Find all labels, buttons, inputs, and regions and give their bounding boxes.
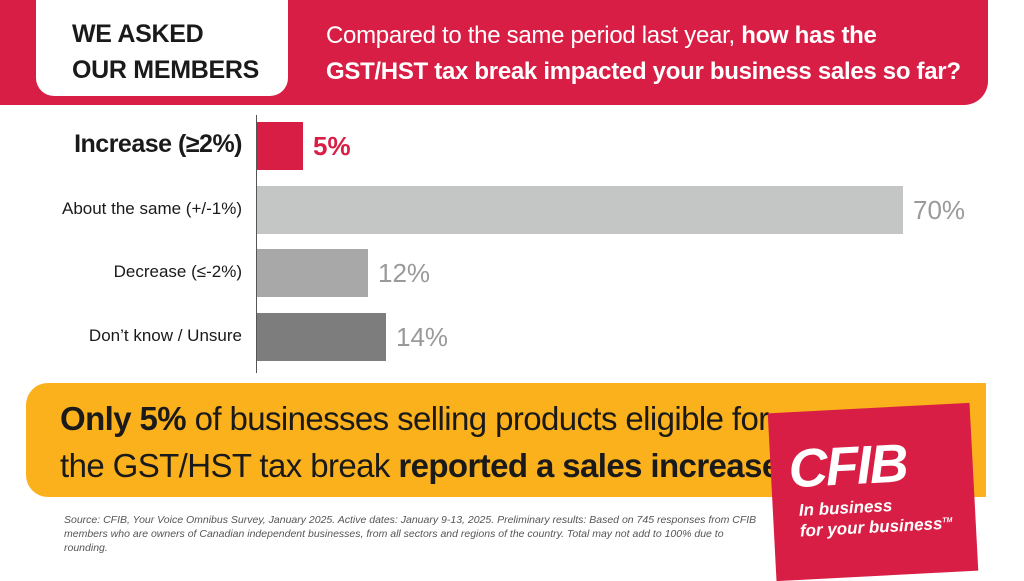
key-finding-text: Only 5% of businesses selling products e…: [60, 395, 780, 489]
cfib-wordmark: CFIB: [787, 433, 909, 500]
we-asked-badge: WE ASKED OUR MEMBERS: [36, 0, 288, 96]
survey-question: Compared to the same period last year, h…: [326, 18, 976, 90]
category-label: Increase (≥2%): [74, 130, 242, 158]
bar: [257, 249, 368, 297]
source-note: Source: CFIB, Your Voice Omnibus Survey,…: [64, 514, 757, 554]
category-label: Don’t know / Unsure: [88, 326, 242, 345]
key-finding-bold-1: Only 5%: [60, 400, 187, 437]
category-axis-line: [256, 115, 257, 373]
category-label: Decrease (≤-2%): [113, 262, 242, 281]
cfib-logo: CFIB In business for your businessTM: [767, 402, 979, 581]
value-label: 12%: [378, 258, 431, 288]
badge-line-2: OUR MEMBERS: [72, 56, 259, 84]
bar: [257, 313, 386, 361]
cfib-tagline: In business for your businessTM: [798, 494, 953, 541]
key-finding-bold-2: reported a sales increase: [398, 447, 780, 484]
bar: [257, 186, 903, 234]
value-label: 70%: [913, 195, 966, 225]
bar: [257, 122, 303, 170]
badge-line-1: WE ASKED: [72, 20, 204, 48]
cfib-tagline-line-2-text: for your business: [799, 514, 943, 541]
header-band: WE ASKED OUR MEMBERS Compared to the sam…: [0, 0, 988, 105]
question-plain: Compared to the same period last year,: [326, 22, 735, 49]
question-bold: how has the GST/HST tax break impacted y…: [326, 22, 961, 85]
value-label: 14%: [396, 322, 449, 352]
category-label: About the same (+/-1%): [61, 199, 242, 218]
trademark-mark: TM: [942, 516, 953, 525]
value-label: 5%: [313, 131, 351, 161]
key-finding-text-1: of businesses selling products eligible …: [60, 400, 769, 484]
